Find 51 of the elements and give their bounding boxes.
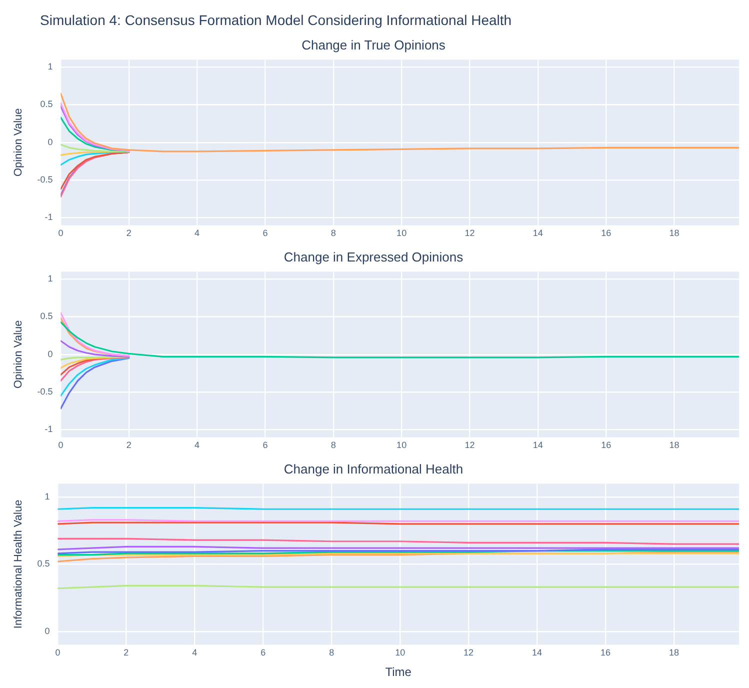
x-tick-label: 2	[124, 648, 129, 658]
y-axis-title: Informational Health Value	[12, 500, 25, 629]
x-tick-label: 16	[600, 648, 610, 658]
chart-title: Change in Informational Health	[284, 461, 464, 476]
x-tick-label: 8	[330, 440, 336, 450]
x-tick-label: 18	[669, 228, 680, 238]
y-tick-label: 0.5	[40, 311, 53, 322]
x-tick-label: 2	[126, 228, 132, 238]
y-tick-label: -1	[44, 424, 53, 434]
x-tick-label: 10	[396, 440, 407, 450]
x-tick-label: 14	[532, 228, 543, 238]
x-tick-label: 14	[532, 648, 542, 658]
chart-subtitle: Change in True Opinions	[302, 37, 446, 52]
y-axis-title: Opinion Value	[12, 108, 25, 177]
x-tick-label: 0	[58, 228, 64, 238]
x-tick-label: 6	[260, 648, 266, 658]
x-tick-label: 16	[601, 228, 612, 238]
x-tick-label: 10	[395, 648, 406, 658]
x-tick-label: 18	[669, 440, 680, 450]
y-tick-label: 0.5	[40, 99, 53, 110]
x-tick-label: 0	[55, 648, 60, 658]
x-tick-label: 0	[58, 440, 64, 450]
x-tick-label: 6	[262, 228, 268, 238]
chart-title: Change in Expressed Opinions	[284, 249, 464, 264]
x-tick-label: 12	[464, 228, 475, 238]
x-tick-label: 10	[396, 228, 407, 238]
y-tick-label: 1	[44, 492, 50, 502]
chart-title: Simulation 4: Consensus Formation Model Considering Informational Health	[39, 11, 513, 30]
x-tick-label: 8	[329, 648, 334, 658]
y-tick-label: 1	[48, 274, 53, 284]
x-tick-label: 12	[464, 648, 474, 658]
y-tick-label: 0.5	[37, 558, 50, 569]
x-tick-label: 4	[194, 228, 200, 238]
y-tick-label: 1	[48, 62, 53, 72]
y-axis-title: Opinion Value	[12, 320, 25, 389]
x-tick-label: 4	[192, 648, 198, 658]
x-axis-title: Time	[385, 665, 412, 680]
y-tick-label: 0	[48, 136, 53, 147]
x-tick-label: 4	[194, 440, 200, 450]
x-tick-label: 14	[532, 440, 543, 450]
y-tick-label: 0	[44, 626, 50, 636]
x-tick-label: 16	[601, 440, 612, 450]
y-tick-label: -0.5	[37, 386, 53, 397]
y-tick-label: -1	[44, 212, 53, 222]
x-tick-label: 18	[668, 648, 679, 658]
x-tick-label: 8	[330, 228, 336, 238]
y-tick-label: 0	[48, 348, 53, 359]
x-tick-label: 2	[126, 440, 132, 450]
x-tick-label: 12	[464, 440, 475, 450]
x-tick-label: 6	[262, 440, 268, 450]
y-tick-label: -0.5	[37, 174, 53, 185]
